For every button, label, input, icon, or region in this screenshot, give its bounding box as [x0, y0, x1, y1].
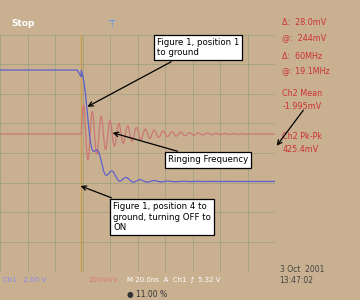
- Text: 425.4mV: 425.4mV: [282, 146, 318, 154]
- Text: ⊤: ⊤: [107, 19, 116, 29]
- Text: Figure 1, position 4 to
ground, turning OFF to
ON: Figure 1, position 4 to ground, turning …: [82, 186, 211, 232]
- Text: -1.995mV: -1.995mV: [282, 102, 321, 111]
- Text: Figure 1, position 1
to ground: Figure 1, position 1 to ground: [89, 38, 239, 106]
- Text: 3 Oct  2001
13:47:02: 3 Oct 2001 13:47:02: [280, 266, 324, 285]
- Text: @: 19.1MHz: @: 19.1MHz: [282, 66, 330, 75]
- Text: Δ:  28.0mV: Δ: 28.0mV: [282, 18, 327, 27]
- Text: Ch2 Pk-Pk: Ch2 Pk-Pk: [282, 132, 322, 141]
- Text: Δ:  60MHz: Δ: 60MHz: [282, 52, 322, 62]
- Text: ● 11.00 %: ● 11.00 %: [127, 290, 167, 298]
- Text: M 20.0ns  A  Ch1  ƒ  5.32 V: M 20.0ns A Ch1 ƒ 5.32 V: [127, 277, 220, 283]
- Text: Stop: Stop: [11, 19, 35, 28]
- Text: @:  244mV: @: 244mV: [282, 33, 327, 42]
- Text: 200mV∨: 200mV∨: [88, 277, 118, 283]
- Text: Ch2 Mean: Ch2 Mean: [282, 88, 322, 98]
- Text: Ch1   2.00 V: Ch1 2.00 V: [3, 277, 46, 283]
- Text: Ringing Frequency: Ringing Frequency: [114, 132, 248, 164]
